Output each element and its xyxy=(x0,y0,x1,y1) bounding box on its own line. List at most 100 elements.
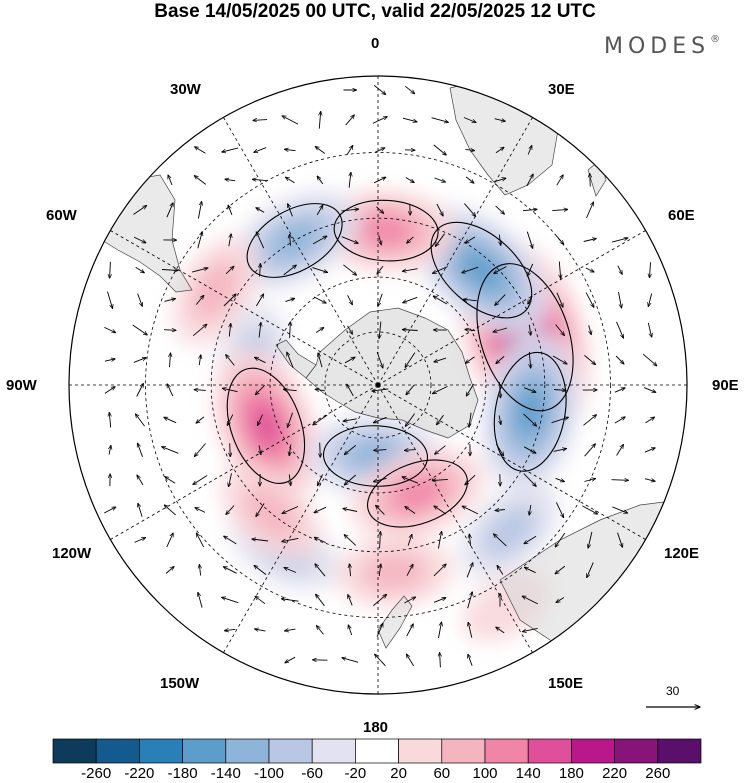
wind-vector xyxy=(466,563,473,578)
wind-vector xyxy=(230,443,231,456)
wind-vector xyxy=(405,507,416,514)
colorbar-segment xyxy=(268,738,313,764)
wind-vector xyxy=(194,390,206,391)
wind-vector xyxy=(191,268,208,273)
wind-vector xyxy=(199,565,200,576)
wind-vector xyxy=(614,417,625,424)
wind-vector xyxy=(315,564,326,577)
wind-vector xyxy=(434,177,446,182)
wind-vector xyxy=(107,291,113,309)
wind-vector xyxy=(465,474,476,485)
wind-vector xyxy=(529,504,531,515)
wind-vector xyxy=(373,594,386,606)
wind-vector xyxy=(317,176,324,185)
wind-vector xyxy=(644,478,655,482)
wind-vector xyxy=(259,322,261,338)
wind-vector xyxy=(551,417,569,424)
wind-vector xyxy=(495,205,505,214)
wind-vector xyxy=(407,236,414,243)
wind-vector xyxy=(583,239,597,242)
wind-vector xyxy=(109,413,110,428)
wind-vector xyxy=(138,503,143,517)
wind-vector xyxy=(402,117,417,122)
wind-vector xyxy=(523,387,536,393)
wind-vector xyxy=(283,265,297,276)
wind-vector xyxy=(344,474,356,485)
anomaly-negative-90e-100e xyxy=(480,331,580,493)
wind-vector xyxy=(344,357,355,364)
wind-vector xyxy=(348,595,353,606)
wind-vector xyxy=(617,532,623,548)
new-zealand xyxy=(377,595,413,649)
wind-vector xyxy=(287,412,294,428)
wind-vector xyxy=(437,414,444,425)
wind-vector xyxy=(290,322,291,339)
wind-vector xyxy=(256,294,263,307)
wind-vector xyxy=(527,263,534,276)
lon-label-60e: 60E xyxy=(668,207,695,224)
wind-vector xyxy=(555,532,566,547)
wind-vector xyxy=(434,357,447,362)
wind-vector xyxy=(196,416,205,423)
wind-vector xyxy=(378,293,383,306)
colorbar-segment xyxy=(139,738,183,764)
wind-vector xyxy=(229,473,232,486)
wind-vector xyxy=(290,234,291,246)
wind-vector xyxy=(644,448,655,453)
wind-vector xyxy=(373,477,387,481)
wind-vector xyxy=(469,412,471,428)
anomaly-positive-110w xyxy=(212,347,319,504)
anomaly-positive-170e xyxy=(335,536,454,608)
anomaly-level xyxy=(249,402,282,450)
wind-vector xyxy=(555,324,565,336)
wind-vector xyxy=(465,356,475,364)
wind-vector xyxy=(229,323,230,337)
antarctic-peninsula xyxy=(275,339,317,379)
contour-positive-110w xyxy=(226,367,306,484)
colorbar-tick-label: -180 xyxy=(167,765,198,782)
wind-vector xyxy=(523,413,537,426)
wind-vector xyxy=(556,597,565,603)
contour-positive-max-60e-80e xyxy=(476,263,574,412)
wind-vector xyxy=(402,477,419,484)
wind-vector xyxy=(529,351,530,368)
wind-vector xyxy=(255,357,266,364)
wind-vector xyxy=(645,417,655,424)
colorbar-tick-label: 260 xyxy=(645,765,671,782)
colorbar-segment xyxy=(95,738,140,764)
wind-vector xyxy=(260,264,261,277)
wind-vector xyxy=(590,174,591,187)
wind-vector xyxy=(286,177,295,184)
colorbar-tick-label: 180 xyxy=(558,765,584,782)
wind-vector xyxy=(228,234,231,247)
wind-vector xyxy=(494,534,507,547)
wind-vector xyxy=(225,629,236,630)
wind-vector xyxy=(523,473,536,487)
wind-vector xyxy=(611,238,628,243)
wind-vector xyxy=(289,444,291,455)
wind-vector xyxy=(166,533,173,548)
wind-vector xyxy=(615,355,624,364)
wind-vector xyxy=(104,387,115,394)
colorbar-tick-label: 60 xyxy=(433,765,451,782)
wind-vector xyxy=(612,506,627,513)
wind-vector xyxy=(589,325,592,334)
wind-vector xyxy=(134,538,146,543)
colorbar-segment xyxy=(571,738,615,764)
colorbar-segment xyxy=(657,738,702,764)
wind-vector xyxy=(195,295,204,305)
wind-vector xyxy=(252,179,268,180)
contour-negative-30e-50e xyxy=(430,221,533,319)
wind-vector xyxy=(350,564,351,577)
wind-vector xyxy=(493,178,506,183)
wind-vector xyxy=(648,293,653,307)
wind-vector xyxy=(406,384,415,395)
wind-vector xyxy=(256,208,265,213)
wind-vector xyxy=(256,503,265,516)
wind-vector xyxy=(463,117,476,123)
wind-vector xyxy=(193,475,208,485)
anomaly-level xyxy=(515,387,546,437)
wind-vector xyxy=(403,296,418,302)
wind-vector xyxy=(255,384,266,394)
contour-ring xyxy=(322,425,429,487)
